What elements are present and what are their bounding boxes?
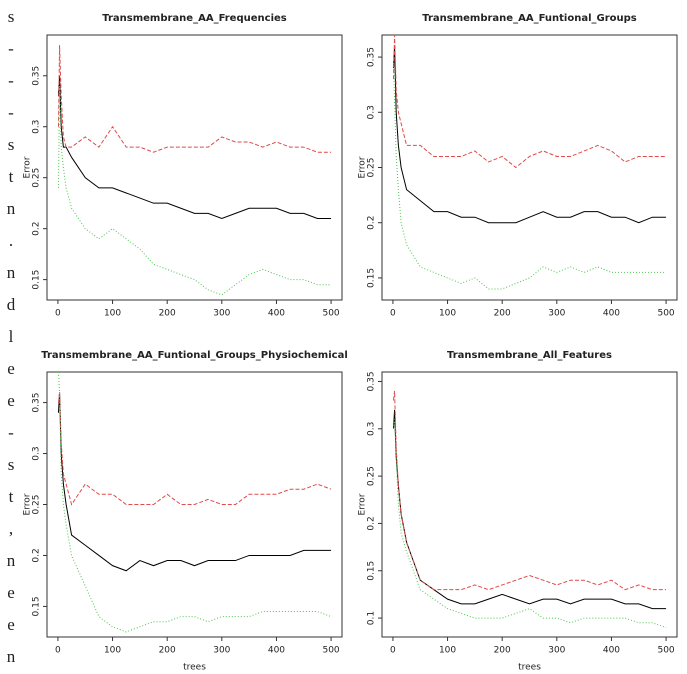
y-tick-label: 0.25 — [32, 168, 42, 188]
x-tick-label: 100 — [439, 309, 456, 319]
side-text: t — [9, 487, 14, 506]
side-text: d — [7, 295, 16, 314]
x-tick-label: 0 — [390, 646, 396, 656]
y-tick-label: 0.35 — [32, 66, 42, 86]
y-tick-label: 0.15 — [32, 270, 42, 290]
x-tick-label: 0 — [390, 309, 396, 319]
y-tick-label: 0.3 — [367, 105, 377, 119]
y-tick-label: 0.35 — [367, 47, 377, 67]
error-line — [57, 371, 332, 633]
error-line — [392, 409, 667, 610]
side-text: - — [8, 39, 14, 58]
y-tick-label: 0.15 — [32, 596, 42, 616]
error-line — [57, 392, 332, 506]
side-text: e — [7, 583, 15, 602]
x-tick-label: 100 — [104, 309, 121, 319]
x-tick-label: 300 — [548, 309, 565, 319]
y-tick-label: 0.2 — [32, 548, 42, 562]
y-axis-label: Error — [23, 493, 33, 515]
x-tick-label: 300 — [213, 309, 230, 319]
x-tick-label: 300 — [548, 646, 565, 656]
y-axis-label: Error — [23, 156, 33, 178]
x-tick-label: 100 — [439, 646, 456, 656]
x-tick-label: 400 — [268, 646, 285, 656]
x-tick-label: 200 — [494, 309, 511, 319]
y-tick-label: 0.1 — [367, 611, 377, 625]
x-tick-label: 200 — [159, 309, 176, 319]
y-tick-label: 0.35 — [367, 371, 377, 391]
side-text: e — [7, 359, 15, 378]
side-text: n — [7, 263, 16, 282]
error-line — [57, 392, 332, 572]
side-text: s — [8, 455, 15, 474]
y-tick-label: 0.35 — [32, 393, 42, 413]
side-text: s — [8, 7, 15, 26]
plot-frame — [46, 34, 343, 301]
x-tick-label: 400 — [268, 309, 285, 319]
y-tick-label: 0.15 — [367, 561, 377, 581]
side-text: , — [9, 519, 13, 538]
side-text: e — [7, 615, 15, 634]
y-tick-label: 0.2 — [32, 221, 42, 235]
error-line — [392, 419, 667, 629]
error-line — [57, 45, 332, 153]
side-text: l — [9, 327, 14, 346]
x-tick-label: 200 — [494, 646, 511, 656]
y-tick-label: 0.3 — [32, 446, 42, 460]
y-tick-label: 0.15 — [367, 268, 377, 288]
y-tick-label: 0.25 — [367, 157, 377, 177]
y-tick-label: 0.2 — [367, 216, 377, 230]
y-tick-label: 0.3 — [367, 422, 377, 436]
side-text: n — [7, 647, 16, 666]
y-tick-label: 0.2 — [367, 516, 377, 530]
x-tick-label: 500 — [657, 646, 674, 656]
y-tick-label: 0.25 — [367, 466, 377, 486]
side-text: s — [8, 135, 15, 154]
plot-frame — [381, 371, 678, 638]
y-axis-label: Error — [358, 493, 368, 515]
side-text: e — [7, 391, 15, 410]
x-tick-label: 400 — [603, 646, 620, 656]
x-tick-label: 500 — [322, 646, 339, 656]
error-line — [392, 46, 667, 224]
side-text: - — [8, 103, 14, 122]
chart-title: Transmembrane_AA_Funtional_Groups_Physio… — [41, 350, 348, 361]
error-line — [57, 85, 332, 296]
x-tick-label: 100 — [104, 646, 121, 656]
chart-title: Transmembrane_AA_Frequencies — [102, 13, 287, 24]
side-text: n — [7, 199, 16, 218]
x-tick-label: 500 — [657, 309, 674, 319]
side-text: n — [7, 551, 16, 570]
side-text: . — [9, 231, 13, 250]
plot-frame — [381, 34, 678, 301]
error-line — [392, 390, 667, 591]
side-text: t — [9, 167, 14, 186]
y-tick-label: 0.3 — [32, 120, 42, 134]
x-tick-label: 0 — [55, 309, 61, 319]
y-axis-label: Error — [358, 156, 368, 178]
error-line — [392, 34, 667, 169]
x-axis-label: trees — [518, 663, 541, 673]
side-text: - — [8, 71, 14, 90]
chart-title: Transmembrane_All_Features — [447, 350, 612, 361]
side-text: - — [8, 423, 14, 442]
y-tick-label: 0.25 — [32, 494, 42, 514]
x-tick-label: 300 — [213, 646, 230, 656]
error-line — [392, 57, 667, 290]
x-tick-label: 200 — [159, 646, 176, 656]
x-axis-label: trees — [183, 663, 206, 673]
chart-title: Transmembrane_AA_Funtional_Groups — [422, 13, 637, 24]
x-tick-label: 0 — [55, 646, 61, 656]
x-tick-label: 500 — [322, 309, 339, 319]
x-tick-label: 400 — [603, 309, 620, 319]
